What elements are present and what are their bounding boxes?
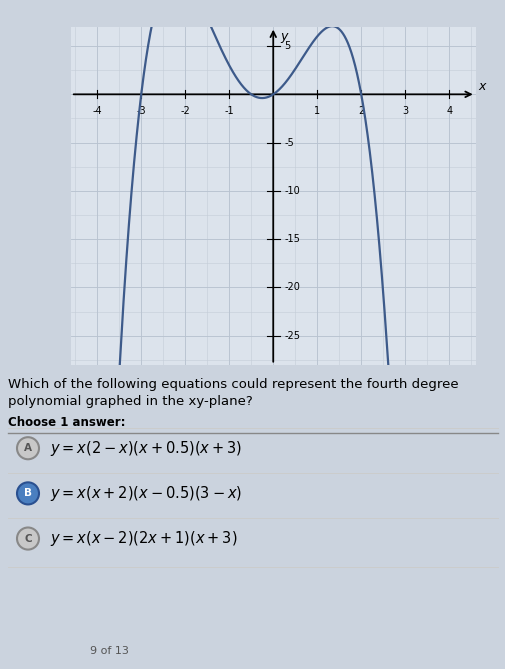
Text: Which of the following equations could represent the fourth degree: Which of the following equations could r… xyxy=(8,378,458,391)
Text: A: A xyxy=(24,444,32,453)
Text: -4: -4 xyxy=(92,106,102,116)
Text: 2: 2 xyxy=(358,106,364,116)
Text: polynomial graphed in the xy-plane?: polynomial graphed in the xy-plane? xyxy=(8,395,252,408)
Text: -10: -10 xyxy=(284,186,299,196)
Text: -5: -5 xyxy=(284,138,293,148)
Text: C: C xyxy=(24,534,32,543)
Text: 5: 5 xyxy=(284,41,290,51)
Text: 9 of 13: 9 of 13 xyxy=(90,646,129,656)
Text: y: y xyxy=(280,29,287,43)
Circle shape xyxy=(17,527,39,550)
Circle shape xyxy=(17,438,39,459)
Text: x: x xyxy=(477,80,484,93)
Text: 1: 1 xyxy=(314,106,320,116)
Text: $y = x(2-x)(x+0.5)(x+3)$: $y = x(2-x)(x+0.5)(x+3)$ xyxy=(50,439,242,458)
Text: -1: -1 xyxy=(224,106,234,116)
Text: -15: -15 xyxy=(284,234,299,244)
Text: 3: 3 xyxy=(401,106,408,116)
Circle shape xyxy=(17,482,39,504)
Text: -3: -3 xyxy=(136,106,146,116)
Text: -2: -2 xyxy=(180,106,190,116)
Text: -20: -20 xyxy=(284,282,299,292)
Text: Choose 1 answer:: Choose 1 answer: xyxy=(8,416,125,429)
Text: B: B xyxy=(24,488,32,498)
Text: $y = x(x+2)(x-0.5)(3-x)$: $y = x(x+2)(x-0.5)(3-x)$ xyxy=(50,484,242,503)
Text: $y = x(x-2)(2x+1)(x+3)$: $y = x(x-2)(2x+1)(x+3)$ xyxy=(50,529,237,548)
Text: -25: -25 xyxy=(284,330,299,341)
Text: 4: 4 xyxy=(445,106,451,116)
